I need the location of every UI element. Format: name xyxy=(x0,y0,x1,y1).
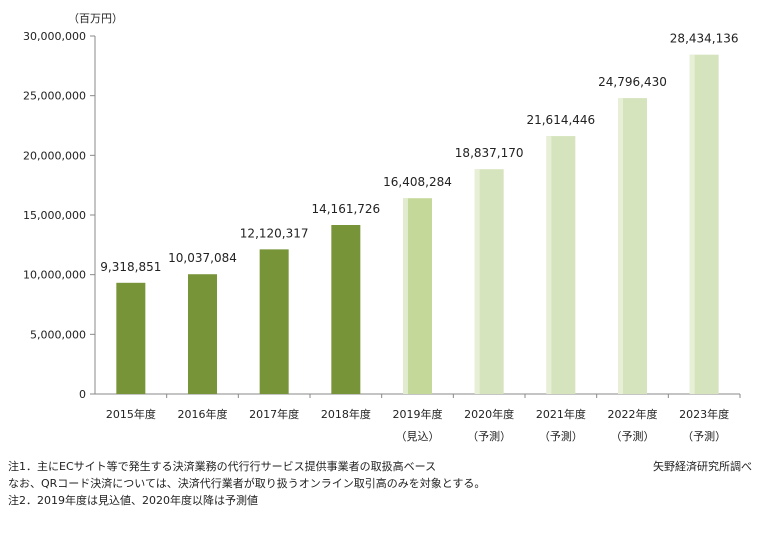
footnote-1: 注1．主にECサイト等で発生する決済業務の代行行サービス提供事業者の取扱高ベース xyxy=(8,460,437,473)
bar-value-label: 10,037,084 xyxy=(168,251,237,265)
x-tick-label: 2020年度 xyxy=(464,407,514,421)
x-tick-label: 2017年度 xyxy=(249,407,299,421)
x-tick-label: 2023年度 xyxy=(679,407,729,421)
bar-highlight xyxy=(403,198,408,394)
y-tick-label: 0 xyxy=(79,388,86,401)
bar-value-label: 24,796,430 xyxy=(598,75,667,89)
bar xyxy=(116,282,146,394)
x-tick-label: 2016年度 xyxy=(178,407,228,421)
x-tick-label: 2018年度 xyxy=(321,407,371,421)
source-credit: 矢野経済研究所調べ xyxy=(653,460,752,473)
y-tick-label: 20,000,000 xyxy=(23,149,86,162)
bar xyxy=(188,274,217,394)
footnote-2: 注2．2019年度は見込値、2020年度以降は予測値 xyxy=(8,494,258,507)
bar-value-label: 18,837,170 xyxy=(455,146,524,160)
bar-value-label: 21,614,446 xyxy=(526,113,595,127)
bar-value-label: 16,408,284 xyxy=(383,175,452,189)
x-tick-sublabel: （予測） xyxy=(539,429,583,443)
bar xyxy=(331,225,361,394)
bar-value-label: 12,120,317 xyxy=(240,226,309,240)
x-tick-label: 2019年度 xyxy=(393,407,443,421)
bar-chart: （百万円） 0 5,000,000 10,000,000 15,000,000 20,00… xyxy=(23,12,741,443)
bar-highlight xyxy=(618,98,623,394)
bar-highlight xyxy=(474,169,480,394)
unit-label: （百万円） xyxy=(68,12,123,25)
footnote-1-continued: なお、QRコード決済については、決済代行業者が取り扱うオンライン取引高のみを対象… xyxy=(8,477,486,490)
bar-value-label: 14,161,726 xyxy=(311,202,380,216)
x-tick-sublabel: （予測） xyxy=(467,429,511,443)
bar-highlight xyxy=(546,136,552,394)
x-tick-label: 2022年度 xyxy=(608,407,658,421)
x-tick-label: 2015年度 xyxy=(106,407,156,421)
footnotes: 注1．主にECサイト等で発生する決済業務の代行行サービス提供事業者の取扱高ベース… xyxy=(8,458,485,509)
x-tick-sublabel: （予測） xyxy=(611,429,655,443)
bar-highlight xyxy=(689,54,695,395)
bar-value-label: 9,318,851 xyxy=(100,260,161,274)
x-tick-sublabel: （予測） xyxy=(682,429,726,443)
bar-value-label: 28,434,136 xyxy=(670,32,739,46)
x-tick-label: 2021年度 xyxy=(536,407,586,421)
bar xyxy=(259,249,289,394)
y-tick-label: 15,000,000 xyxy=(23,209,86,222)
y-tick-label: 10,000,000 xyxy=(23,269,86,282)
y-tick-label: 5,000,000 xyxy=(30,328,86,341)
y-tick-label: 25,000,000 xyxy=(23,90,86,103)
x-tick-sublabel: （見込） xyxy=(396,430,440,443)
y-tick-label: 30,000,000 xyxy=(23,30,86,43)
